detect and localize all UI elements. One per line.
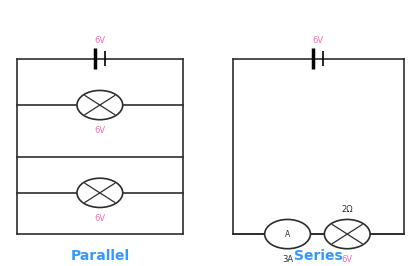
Text: 6V: 6V (313, 36, 324, 45)
Text: 6V: 6V (342, 255, 353, 264)
Text: 6V: 6V (94, 126, 105, 135)
Circle shape (324, 219, 370, 249)
Text: 6V: 6V (94, 36, 105, 45)
Text: Parallel: Parallel (70, 249, 129, 263)
Circle shape (77, 178, 123, 207)
Text: Series: Series (294, 249, 343, 263)
Circle shape (77, 90, 123, 120)
Text: A: A (285, 230, 290, 239)
Text: 6V: 6V (94, 214, 105, 223)
Text: 2Ω: 2Ω (342, 205, 353, 214)
Text: 3A: 3A (282, 255, 293, 264)
Circle shape (265, 219, 310, 249)
